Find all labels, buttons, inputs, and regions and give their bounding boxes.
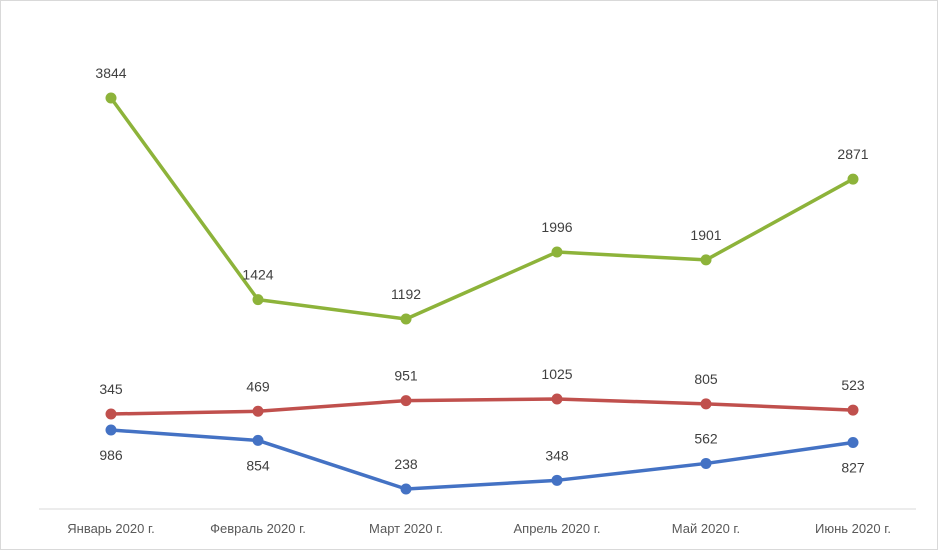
data-label: 1192 [391, 286, 421, 302]
data-point [700, 457, 712, 469]
series-line [109, 428, 855, 491]
x-tick-label: Апрель 2020 г. [513, 521, 600, 536]
data-label: 805 [694, 371, 718, 387]
data-point [847, 173, 859, 185]
data-label: 2871 [837, 146, 868, 162]
data-point [551, 393, 563, 405]
x-tick-label: Февраль 2020 г. [210, 521, 306, 536]
data-point [400, 483, 412, 495]
data-point [400, 395, 412, 407]
data-label: 345 [99, 381, 123, 397]
data-point [105, 424, 117, 436]
data-label: 1901 [690, 227, 721, 243]
series-line [109, 397, 855, 416]
data-label: 1025 [541, 366, 572, 382]
data-point [700, 254, 712, 266]
data-label: 523 [841, 377, 865, 393]
data-label: 469 [246, 378, 270, 394]
data-point [105, 408, 117, 420]
data-point [252, 434, 264, 446]
data-label: 3844 [95, 65, 126, 81]
data-label: 562 [694, 430, 718, 446]
data-label: 951 [394, 368, 418, 384]
x-tick-label: Июнь 2020 г. [815, 521, 891, 536]
data-label: 827 [841, 460, 865, 476]
x-tick-label: Май 2020 г. [672, 521, 740, 536]
x-tick-label: Март 2020 г. [369, 521, 443, 536]
data-point [400, 313, 412, 325]
data-label: 986 [99, 447, 123, 463]
data-point [252, 405, 264, 417]
data-point [551, 474, 563, 486]
data-point [105, 92, 117, 104]
data-label: 238 [394, 456, 418, 472]
data-label: 1424 [242, 267, 273, 283]
data-label: 854 [246, 457, 270, 473]
series-line [109, 96, 855, 321]
data-point [700, 398, 712, 410]
data-label: 1996 [541, 219, 572, 235]
data-label: 348 [545, 447, 569, 463]
x-tick-label: Январь 2020 г. [67, 521, 154, 536]
data-point [551, 246, 563, 258]
data-point [252, 294, 264, 306]
data-point [847, 404, 859, 416]
data-point [847, 437, 859, 449]
